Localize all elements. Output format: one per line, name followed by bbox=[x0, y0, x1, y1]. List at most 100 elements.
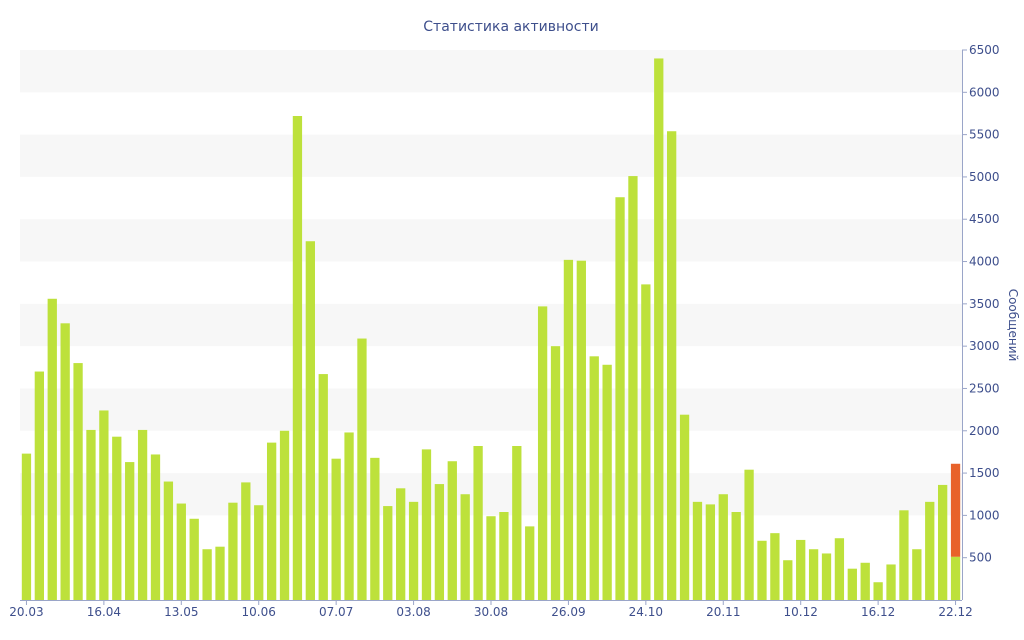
bar[interactable] bbox=[112, 436, 122, 600]
bar[interactable] bbox=[383, 506, 393, 600]
bar[interactable] bbox=[21, 453, 32, 600]
bar[interactable] bbox=[331, 458, 341, 600]
y-tick-label: 5000 bbox=[969, 170, 1000, 184]
bar[interactable] bbox=[641, 284, 651, 600]
y-tick-label: 500 bbox=[969, 551, 992, 565]
bar[interactable] bbox=[525, 526, 535, 600]
bar[interactable] bbox=[770, 533, 780, 600]
bar[interactable] bbox=[202, 549, 212, 600]
y-tick-label: 3000 bbox=[969, 339, 1000, 353]
bar[interactable] bbox=[47, 298, 57, 600]
bar[interactable] bbox=[357, 338, 367, 600]
bar[interactable] bbox=[512, 446, 522, 600]
grid-bands bbox=[20, 50, 962, 516]
y-tick-label: 2000 bbox=[969, 424, 1000, 438]
bar[interactable] bbox=[344, 432, 354, 600]
bar[interactable] bbox=[434, 484, 445, 600]
x-tick-label: 20.11 bbox=[706, 605, 740, 619]
bar[interactable] bbox=[576, 260, 586, 600]
bar[interactable] bbox=[137, 429, 148, 600]
bar[interactable] bbox=[550, 346, 561, 600]
bar[interactable] bbox=[215, 546, 225, 600]
bar[interactable] bbox=[228, 502, 238, 600]
bar[interactable] bbox=[460, 494, 470, 600]
y-tick-label: 4000 bbox=[969, 255, 1000, 269]
bar[interactable] bbox=[808, 549, 819, 600]
bar[interactable] bbox=[937, 484, 948, 600]
bar[interactable] bbox=[499, 512, 509, 600]
bar[interactable] bbox=[537, 306, 548, 600]
bar-highlight-segment[interactable] bbox=[950, 463, 961, 557]
bar[interactable] bbox=[796, 539, 806, 600]
bar[interactable] bbox=[873, 582, 883, 600]
bar[interactable] bbox=[757, 540, 767, 600]
bar[interactable] bbox=[254, 505, 264, 600]
bar[interactable] bbox=[447, 461, 457, 600]
y-ticks: 500 1000 1500 2000 2500 3000 3500 4000 4500 5000 5… bbox=[962, 43, 1000, 565]
y-tick-label: 5500 bbox=[969, 128, 1000, 142]
x-tick-label: 20.03 bbox=[9, 605, 43, 619]
bar[interactable] bbox=[667, 131, 677, 600]
y-axis-title: Сообщений bbox=[1006, 289, 1020, 362]
bar[interactable] bbox=[279, 430, 290, 600]
bar[interactable] bbox=[189, 518, 199, 600]
bar[interactable] bbox=[654, 58, 664, 600]
bar[interactable] bbox=[925, 501, 935, 600]
bar[interactable] bbox=[396, 488, 406, 600]
bar[interactable] bbox=[718, 494, 728, 600]
bar[interactable] bbox=[125, 462, 135, 600]
bar[interactable] bbox=[241, 482, 251, 600]
bar[interactable] bbox=[305, 241, 315, 600]
x-tick-label: 13.05 bbox=[164, 605, 198, 619]
bar[interactable] bbox=[834, 538, 845, 600]
bar[interactable] bbox=[34, 371, 45, 600]
bar[interactable] bbox=[370, 457, 380, 600]
bar[interactable] bbox=[60, 323, 70, 600]
bar[interactable] bbox=[318, 374, 328, 600]
bar[interactable] bbox=[744, 469, 754, 600]
x-tick-label: 24.10 bbox=[629, 605, 663, 619]
bar[interactable] bbox=[421, 449, 432, 600]
bar[interactable] bbox=[150, 454, 161, 600]
bar[interactable] bbox=[176, 503, 186, 600]
bar[interactable] bbox=[912, 549, 922, 600]
bar[interactable] bbox=[692, 501, 703, 600]
chart-title: Статистика активности bbox=[423, 19, 598, 35]
bar[interactable] bbox=[886, 564, 896, 600]
bar[interactable] bbox=[860, 562, 870, 600]
bar[interactable] bbox=[705, 504, 716, 600]
bar[interactable] bbox=[163, 481, 174, 600]
bar[interactable] bbox=[783, 560, 793, 600]
y-tick-label: 4500 bbox=[969, 212, 1000, 226]
bar[interactable] bbox=[847, 568, 857, 600]
bar[interactable] bbox=[486, 516, 496, 600]
x-tick-label: 16.12 bbox=[861, 605, 895, 619]
bar[interactable] bbox=[589, 356, 599, 600]
bar[interactable] bbox=[473, 446, 483, 600]
bars-group bbox=[21, 58, 961, 601]
bar[interactable] bbox=[950, 556, 961, 600]
bar[interactable] bbox=[408, 501, 419, 600]
y-tick-label: 3500 bbox=[969, 297, 1000, 311]
x-ticks: 20.03 16.04 13.05 10.06 07.07 03.08 30.08 26.09… bbox=[9, 600, 973, 619]
grid-band bbox=[20, 388, 962, 431]
bar[interactable] bbox=[99, 410, 109, 600]
bar[interactable] bbox=[899, 510, 909, 600]
bar[interactable] bbox=[615, 197, 625, 600]
bar[interactable] bbox=[86, 429, 96, 600]
bar[interactable] bbox=[731, 512, 741, 600]
bar[interactable] bbox=[292, 116, 303, 600]
bar[interactable] bbox=[679, 414, 690, 600]
bar[interactable] bbox=[628, 176, 638, 601]
bar[interactable] bbox=[563, 259, 574, 600]
bar[interactable] bbox=[73, 363, 83, 600]
grid-band bbox=[20, 50, 962, 93]
grid-band bbox=[20, 134, 962, 177]
y-tick-label: 2500 bbox=[969, 381, 1000, 395]
y-tick-label: 1500 bbox=[969, 466, 1000, 480]
bar[interactable] bbox=[266, 442, 277, 600]
bar[interactable] bbox=[821, 553, 832, 600]
bar[interactable] bbox=[602, 364, 612, 600]
grid-band bbox=[20, 303, 962, 347]
